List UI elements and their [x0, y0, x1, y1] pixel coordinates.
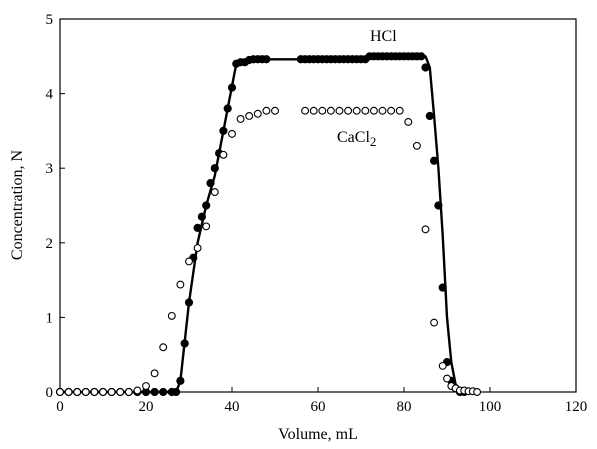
- cacl2-point: [168, 313, 175, 320]
- x-tick-label: 120: [565, 399, 588, 415]
- y-tick-label: 3: [46, 161, 54, 177]
- hcl-point: [418, 53, 425, 60]
- cacl2-point: [396, 107, 403, 114]
- cacl2-point: [125, 389, 132, 396]
- y-tick-label: 2: [46, 236, 54, 252]
- x-tick-label: 40: [225, 399, 240, 415]
- hcl-point: [220, 127, 227, 134]
- cacl2-point: [254, 110, 261, 117]
- y-tick-label: 4: [46, 87, 54, 103]
- hcl-point: [173, 388, 180, 395]
- cacl2-point: [272, 107, 279, 114]
- hcl-point: [211, 165, 218, 172]
- cacl2-point: [117, 389, 124, 396]
- hcl-point: [435, 202, 442, 209]
- cacl2-point: [405, 119, 412, 126]
- annotation-cacl2: CaCl2: [337, 129, 376, 149]
- x-tick-label: 0: [56, 399, 64, 415]
- hcl-point: [185, 299, 192, 306]
- x-tick-label: 60: [311, 399, 326, 415]
- y-tick-label: 1: [46, 310, 54, 326]
- cacl2-point: [362, 107, 369, 114]
- cacl2-point: [414, 142, 421, 149]
- cacl2-point: [229, 130, 236, 137]
- cacl2-point: [151, 370, 158, 377]
- series-hcl: [56, 53, 467, 396]
- cacl2-point: [65, 389, 72, 396]
- cacl2-point: [177, 281, 184, 288]
- cacl2-point: [336, 107, 343, 114]
- y-axis: 0 1 2 3 4 5: [46, 12, 66, 401]
- annotation-hcl: HCl: [370, 28, 397, 45]
- cacl2-point: [74, 389, 81, 396]
- annotation-cacl2-subscript: 2: [370, 134, 377, 149]
- hcl-point: [207, 180, 214, 187]
- cacl2-point: [91, 389, 98, 396]
- hcl-fit-line: [60, 56, 469, 392]
- cacl2-point: [353, 107, 360, 114]
- cacl2-point: [310, 107, 317, 114]
- cacl2-point: [160, 344, 167, 351]
- hcl-point: [431, 157, 438, 164]
- cacl2-point: [302, 107, 309, 114]
- hcl-point: [151, 388, 158, 395]
- cacl2-point: [211, 189, 218, 196]
- cacl2-point: [474, 389, 481, 396]
- cacl2-point: [134, 387, 141, 394]
- cacl2-point: [186, 258, 193, 265]
- cacl2-point: [82, 389, 89, 396]
- y-axis-title: Concentration, N: [9, 149, 26, 260]
- cacl2-point: [388, 107, 395, 114]
- cacl2-point: [108, 389, 115, 396]
- y-tick-label: 0: [46, 385, 54, 401]
- hcl-point: [203, 202, 210, 209]
- cacl2-point: [439, 362, 446, 369]
- cacl2-point: [444, 375, 451, 382]
- hcl-point: [422, 64, 429, 71]
- cacl2-point: [345, 107, 352, 114]
- cacl2-point: [194, 245, 201, 252]
- cacl2-point: [379, 107, 386, 114]
- hcl-point: [263, 56, 270, 63]
- hcl-point: [439, 284, 446, 291]
- x-tick-label: 100: [479, 399, 502, 415]
- series-cacl2: [57, 107, 481, 395]
- cacl2-point: [143, 383, 150, 390]
- cacl2-point: [328, 107, 335, 114]
- hcl-point: [426, 112, 433, 119]
- hcl-point: [194, 224, 201, 231]
- hcl-point: [228, 84, 235, 91]
- cacl2-point: [57, 389, 64, 396]
- cacl2-point: [246, 113, 253, 120]
- cacl2-point: [319, 107, 326, 114]
- annotation-cacl2-base: CaCl: [337, 129, 370, 146]
- x-tick-label: 80: [397, 399, 412, 415]
- cacl2-point: [237, 116, 244, 123]
- y-tick-label: 5: [46, 12, 54, 28]
- hcl-point: [177, 377, 184, 384]
- hcl-point: [181, 340, 188, 347]
- cacl2-point: [431, 319, 438, 326]
- cacl2-point: [220, 151, 227, 158]
- x-axis-title: Volume, mL: [278, 426, 358, 443]
- cacl2-point: [371, 107, 378, 114]
- plot-frame: [60, 19, 576, 392]
- hcl-point: [198, 213, 205, 220]
- x-tick-label: 20: [139, 399, 154, 415]
- hcl-point: [224, 105, 231, 112]
- cacl2-point: [203, 223, 210, 230]
- cacl2-point: [422, 226, 429, 233]
- hcl-point: [160, 388, 167, 395]
- cacl2-point: [100, 389, 107, 396]
- cacl2-point: [263, 107, 270, 114]
